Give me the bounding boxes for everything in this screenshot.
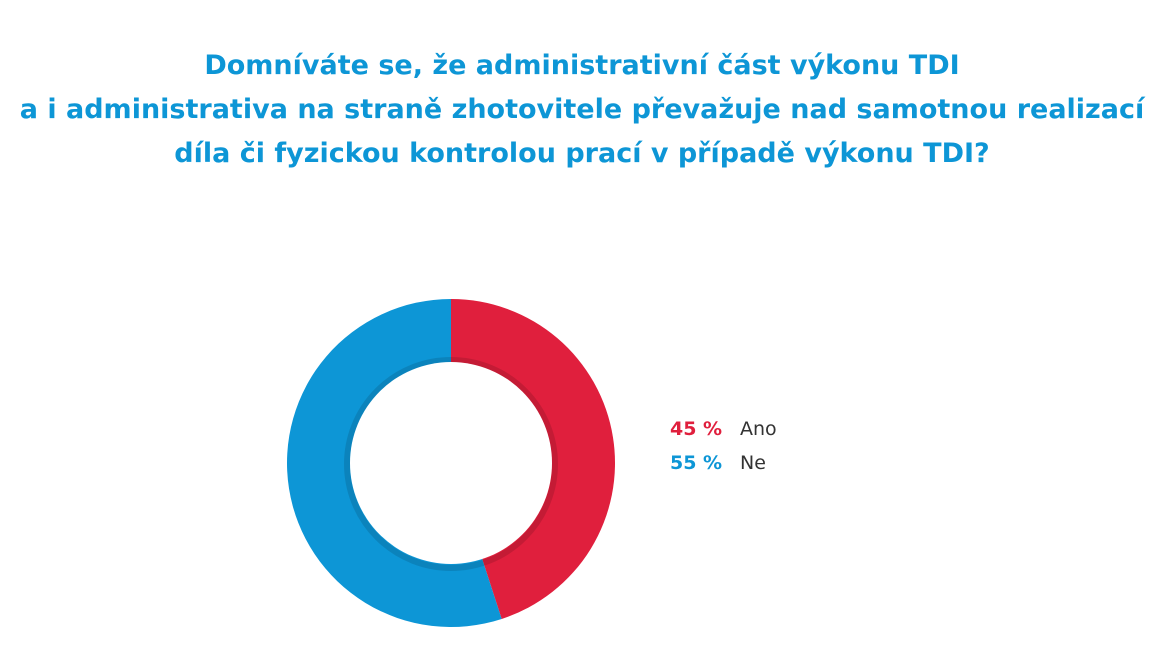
chart-title: Domníváte se, že administrativní část vý… <box>0 44 1164 176</box>
legend-label-ne: Ne <box>740 452 766 474</box>
chart-title-line-3: díla či fyzickou kontrolou prací v přípa… <box>174 138 990 169</box>
donut-chart <box>286 299 615 627</box>
legend-label-ano: Ano <box>740 418 777 440</box>
chart-title-line-2: a i administrativa na straně zhotovitele… <box>19 94 1145 125</box>
legend-value-ano: 45 % <box>670 418 723 440</box>
legend-item-ano: 45 % Ano <box>670 412 870 446</box>
legend-item-ne: 55 % Ne <box>670 446 870 480</box>
donut-hole <box>350 362 552 564</box>
chart-legend: 45 % Ano 55 % Ne <box>670 412 870 480</box>
legend-value-ne: 55 % <box>670 452 723 474</box>
chart-title-line-1: Domníváte se, že administrativní část vý… <box>204 50 960 81</box>
donut-inner-shadow <box>344 357 558 571</box>
